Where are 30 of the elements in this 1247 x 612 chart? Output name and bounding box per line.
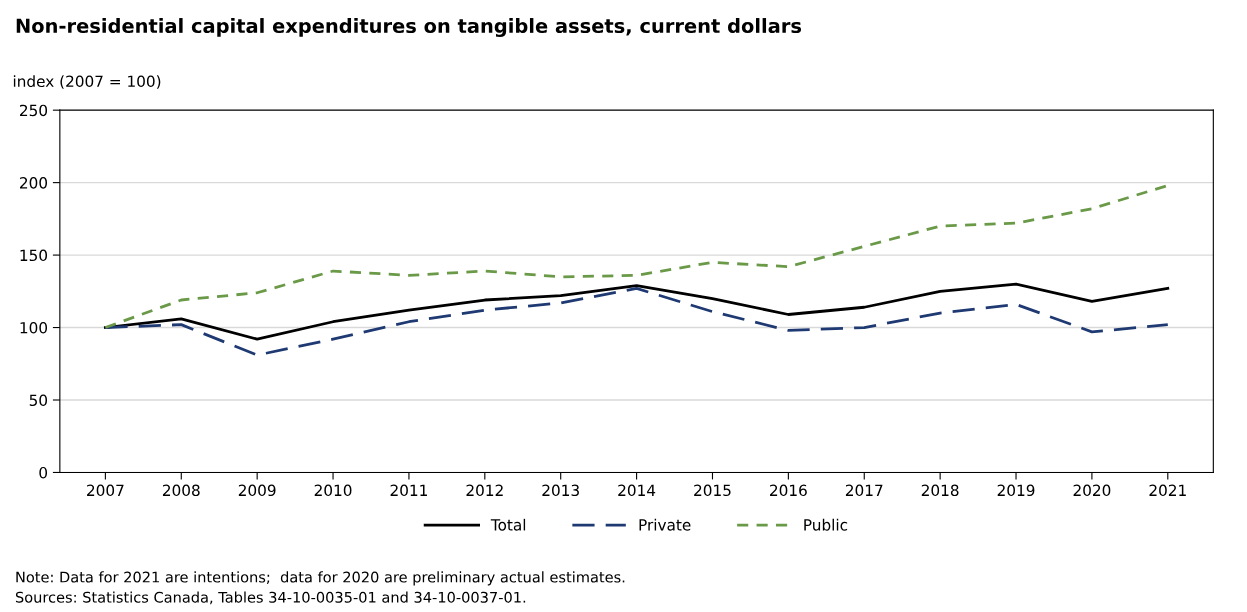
x-tick-label: 2010: [314, 484, 352, 497]
x-tick-label: 2008: [162, 484, 200, 497]
x-tick-label: 2016: [770, 484, 807, 497]
y-tick-label: 100: [20, 322, 48, 334]
legend-label: Total: [490, 518, 526, 531]
y-tick-label: 150: [20, 249, 48, 262]
x-tick-label: 2015: [694, 484, 731, 497]
x-tick-label: 2020: [1073, 484, 1111, 497]
x-tick-label: 2014: [618, 484, 656, 497]
x-tick-label: 2013: [542, 484, 579, 497]
legend-label: Public: [804, 518, 848, 531]
text: Note: Data for 2021 are intentions; data for 2020 are preliminary actual estimates.: [16, 571, 625, 586]
x-tick-label: 2017: [845, 484, 883, 497]
source-note: Sources: Statistics Canada, Tables 34-10-0035-01 and 34-10-0037-01.: [15, 591, 526, 605]
line-series: [104, 282, 1170, 341]
legend-label: Private: [639, 518, 691, 531]
y-tick-label: 200: [20, 177, 48, 189]
chart-title: Non-residential capital expenditures on tangible assets, current dollars: [16, 18, 802, 38]
y-tick-label: 0: [39, 466, 48, 479]
x-tick-label: 2018: [921, 484, 959, 497]
x-tick-label: 2021: [1149, 484, 1186, 497]
x-tick-label: 2019: [997, 484, 1035, 497]
y-tick-label: 250: [20, 104, 48, 117]
line-series: [104, 287, 1170, 357]
x-tick-label: 2012: [466, 484, 503, 497]
x-tick-label: 2009: [238, 484, 276, 497]
y-tick-label: 50: [29, 394, 48, 407]
x-tick-label: 2011: [390, 484, 427, 497]
y-axis-title: index (2007 = 100): [13, 75, 161, 89]
x-tick-label: 2007: [87, 484, 124, 497]
